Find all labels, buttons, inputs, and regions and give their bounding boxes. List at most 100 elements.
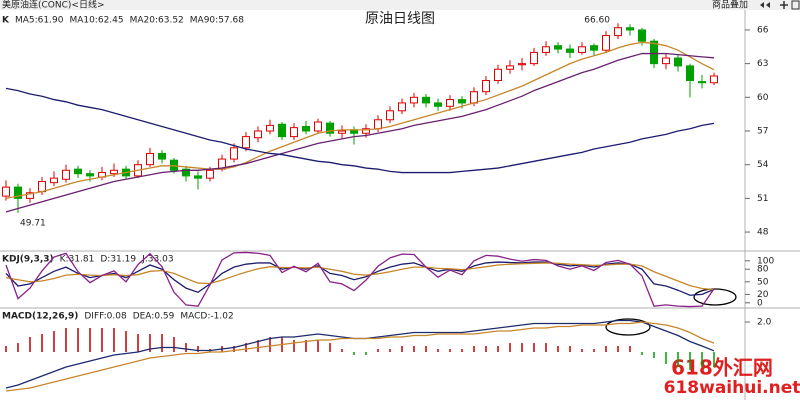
candle-body (386, 110, 394, 121)
candle-body (326, 122, 334, 134)
legend-entry: MA90:57.68 (190, 16, 244, 26)
candle-body (110, 169, 118, 175)
y-tick-label: 20 (757, 290, 769, 300)
candle-body (434, 102, 442, 107)
candle-body (62, 169, 70, 180)
legend-entry: D:31.19 (100, 255, 136, 265)
candle-body (590, 45, 598, 51)
legend-entry: DIFF:0.08 (84, 312, 127, 322)
candle-body (698, 81, 706, 84)
y-tick-label: 60 (757, 93, 769, 103)
toolbar-icons[interactable] (760, 0, 800, 10)
y-tick-label: 66 (757, 25, 769, 35)
candle-body (458, 99, 466, 104)
candle-body (518, 63, 526, 66)
candle-body (410, 96, 418, 104)
y-tick-label: 48 (757, 228, 769, 238)
series-line (5, 52, 715, 213)
candle-body (554, 45, 562, 50)
candle-body (290, 127, 298, 138)
series-line (5, 262, 715, 291)
candle-body (14, 186, 22, 199)
candle-body (626, 27, 634, 31)
candle-body (158, 152, 166, 160)
candle-body (638, 29, 646, 42)
y-tick-label: 2.0 (757, 318, 772, 328)
highlight-ellipse (605, 318, 651, 336)
candle-body (470, 91, 478, 104)
candle-body (50, 177, 58, 184)
y-tick-label: 80 (757, 265, 769, 275)
candle-body (602, 35, 610, 51)
candle-body (194, 175, 202, 179)
candle-body (662, 57, 670, 65)
candle-body (278, 123, 286, 138)
y-tick-label: 57 (757, 127, 768, 137)
icon-window[interactable] (791, 0, 800, 10)
candle-body (182, 168, 190, 177)
legend-entry: J:33.03 (141, 255, 173, 265)
series-line (5, 87, 715, 174)
icon-back[interactable] (760, 2, 770, 8)
series-line (5, 41, 715, 199)
candle-body (230, 147, 238, 160)
legend-entry: MA20:63.52 (130, 16, 184, 26)
candle-body (38, 181, 46, 193)
candle-body (374, 119, 382, 130)
candle-body (74, 168, 82, 175)
candle-body (446, 99, 454, 107)
candle-body (614, 27, 622, 37)
candle-body (266, 124, 274, 132)
candle-body (86, 173, 94, 177)
candle-body (206, 169, 214, 179)
candle-body (314, 121, 322, 132)
candle-body (530, 51, 538, 65)
panel-label: K (2, 16, 10, 26)
candle-body (686, 65, 694, 81)
y-tick-label: 63 (757, 59, 768, 69)
candle-body (650, 40, 658, 65)
candle-body (254, 130, 262, 139)
price-annotation: 66.60 (584, 16, 610, 26)
highlight-ellipse (693, 288, 737, 306)
icon-plus[interactable] (780, 1, 788, 9)
candle-body (542, 46, 550, 53)
candle-body (422, 96, 430, 104)
y-tick-label: 50 (757, 277, 769, 287)
legend-entry: K:31.81 (60, 255, 95, 265)
panel-label: MACD(12,26,9) (2, 312, 78, 322)
candle-body (26, 192, 34, 199)
watermark: 618外汇网 (671, 356, 773, 380)
legend-entry: MA10:62.45 (69, 16, 123, 26)
candle-body (674, 57, 682, 67)
price-annotation: 49.71 (20, 218, 46, 228)
legend-entry: MACD:-1.02 (180, 312, 233, 322)
candle-body (302, 126, 310, 132)
candle-body (494, 68, 502, 81)
candle-body (338, 130, 346, 134)
watermark: 618waihui.net (664, 378, 800, 398)
series-line (5, 321, 715, 392)
y-tick-label: 54 (757, 160, 769, 170)
y-tick-label: 0 (757, 298, 763, 308)
chart-title: 原油日线图 (365, 11, 435, 27)
panel-label: KDJ(9,3,3) (2, 255, 54, 265)
legend-entry: MA5:61.90 (15, 16, 64, 26)
candle-body (146, 152, 154, 166)
header-bar (0, 0, 800, 10)
series-line (5, 251, 715, 308)
series-line (5, 261, 715, 296)
symbol: 美原油连(CONC)<日线> (2, 0, 105, 11)
legend-entry: DEA:0.59 (133, 312, 175, 322)
candle-body (398, 102, 406, 112)
candle-body (2, 186, 10, 197)
candle-body (362, 128, 370, 134)
candle-body (566, 48, 574, 53)
candle-body (710, 75, 718, 84)
candle-body (242, 136, 250, 149)
y-tick-label: 100 (757, 256, 774, 266)
overlay-button[interactable]: 商品叠加 (712, 0, 748, 11)
y-tick-label: 51 (757, 194, 768, 204)
